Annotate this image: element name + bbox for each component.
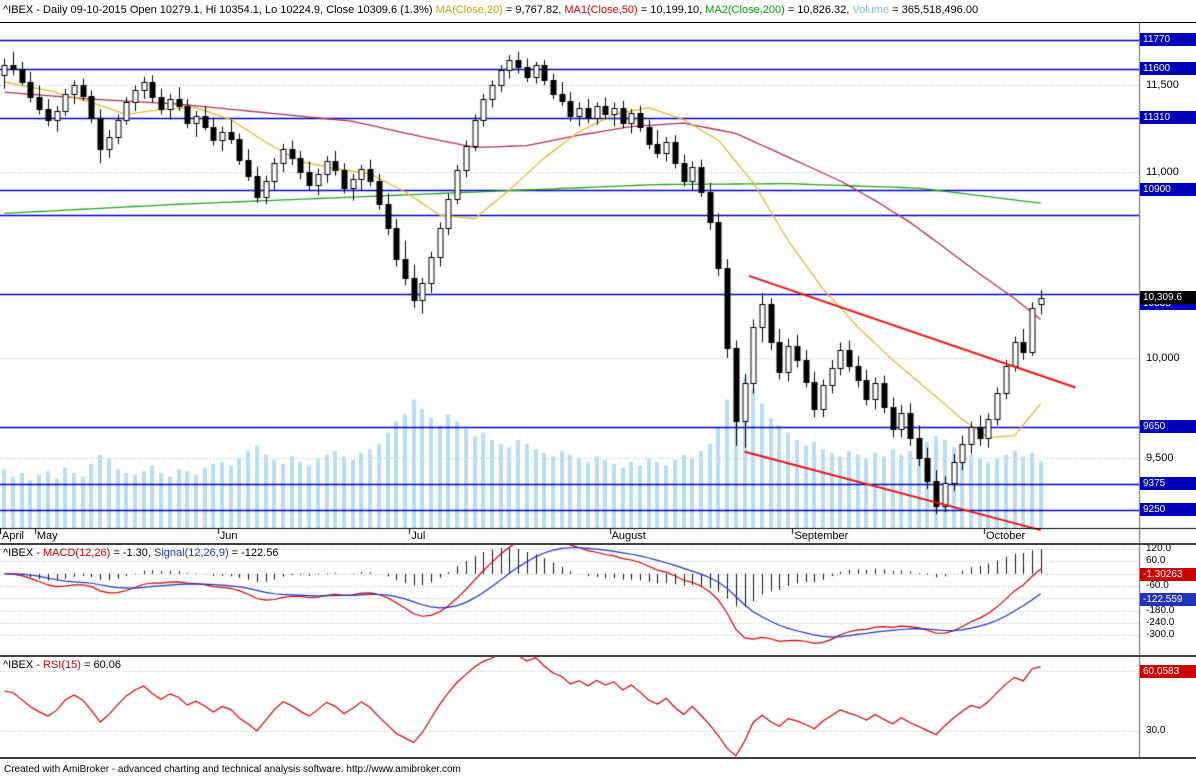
month-label: April [2, 530, 25, 542]
macd-axis-label: 120.0 [1146, 545, 1172, 555]
rsi-title-value: = 60.06 [80, 659, 121, 671]
signal-title-value: = -122.56 [228, 547, 279, 559]
macd-legend: MACD(12,26) [43, 547, 111, 559]
price-axis-label: 9,500 [1146, 451, 1174, 464]
macd-title-value: = -1.30, [110, 547, 154, 559]
price-level-box: 9650 [1140, 420, 1196, 434]
price-level-box: 11770 [1140, 33, 1196, 47]
month-label: Jul [411, 530, 426, 542]
panel-splitter[interactable] [0, 757, 1196, 759]
macd-panel: ^IBEX - MACD(12,26) = -1.30, Signal(12,2… [0, 545, 1196, 657]
rsi-value-box: 60.0583 [1140, 664, 1196, 678]
panel-splitter[interactable] [0, 655, 1196, 657]
month-label: Jun [219, 530, 238, 542]
signal-value-box: -122.559 [1140, 592, 1196, 606]
rsi-panel: ^IBEX - RSI(15) = 60.06 60.0583 60.030.0 [0, 657, 1196, 759]
month-label: August [611, 530, 646, 542]
symbol-title: ^IBEX - Daily 09-10-2015 Open 10279.1, H… [3, 4, 436, 16]
rsi-legend: RSI(15) [43, 659, 81, 671]
price-axis-label: 10,000 [1146, 351, 1180, 364]
macd-title-symbol: ^IBEX - [3, 547, 44, 559]
macd-title: ^IBEX - MACD(12,26) = -1.30, Signal(12,2… [3, 547, 278, 559]
ma20-value: = 9,767.82, [502, 4, 565, 16]
rsi-chart-canvas[interactable] [0, 657, 1196, 759]
price-level-box: 11310 [1140, 110, 1196, 124]
price-level-box: 9375 [1140, 476, 1196, 490]
volume-legend: Volume [852, 4, 890, 16]
price-panel: 10,309.6 11,500 11,000 10,000 9,500 11770 116… [0, 22, 1196, 545]
macd-axis-label: -300.0 [1146, 629, 1175, 641]
price-axis-label: 11,500 [1146, 79, 1179, 92]
macd-axis-label: -60.0 [1146, 580, 1169, 592]
ma20-legend: MA(Close,20) [435, 4, 503, 16]
footer-credit: Created with AmiBroker - advanced charti… [0, 759, 1196, 781]
last-price-box: 10,309.6 [1140, 291, 1196, 305]
ma50-legend: MA1(Close,50) [564, 4, 638, 16]
volume-value: = 365,518,496.00 [889, 4, 979, 16]
macd-value-box: -1.30263 [1140, 568, 1196, 582]
price-level-box: 10900 [1140, 182, 1196, 196]
ma200-value: = 10,826.32, [784, 4, 853, 16]
chart-title-bar: ^IBEX - Daily 09-10-2015 Open 10279.1, H… [0, 0, 1196, 23]
macd-axis-label: -240.0 [1146, 617, 1175, 629]
rsi-title-symbol: ^IBEX - [3, 659, 44, 671]
price-chart-canvas[interactable] [0, 22, 1196, 545]
rsi-axis-label: 30.0 [1146, 725, 1166, 736]
ma50-value: = 10,199.10, [637, 4, 706, 16]
price-level-box: 9250 [1140, 502, 1196, 516]
price-level-box: 11600 [1140, 61, 1196, 75]
rsi-title: ^IBEX - RSI(15) = 60.06 [3, 659, 121, 671]
macd-axis-label: 60.0 [1146, 555, 1166, 567]
month-label: October [986, 530, 1026, 542]
signal-legend: Signal(12,26,9) [154, 547, 229, 559]
macd-chart-canvas[interactable] [0, 545, 1196, 657]
price-axis-label: 11,000 [1146, 166, 1179, 179]
ma200-legend: MA2(Close,200) [705, 4, 785, 16]
panel-splitter[interactable] [0, 543, 1196, 545]
macd-axis-label: -180.0 [1146, 604, 1175, 616]
month-label: September [794, 530, 849, 542]
month-label: May [36, 530, 58, 542]
